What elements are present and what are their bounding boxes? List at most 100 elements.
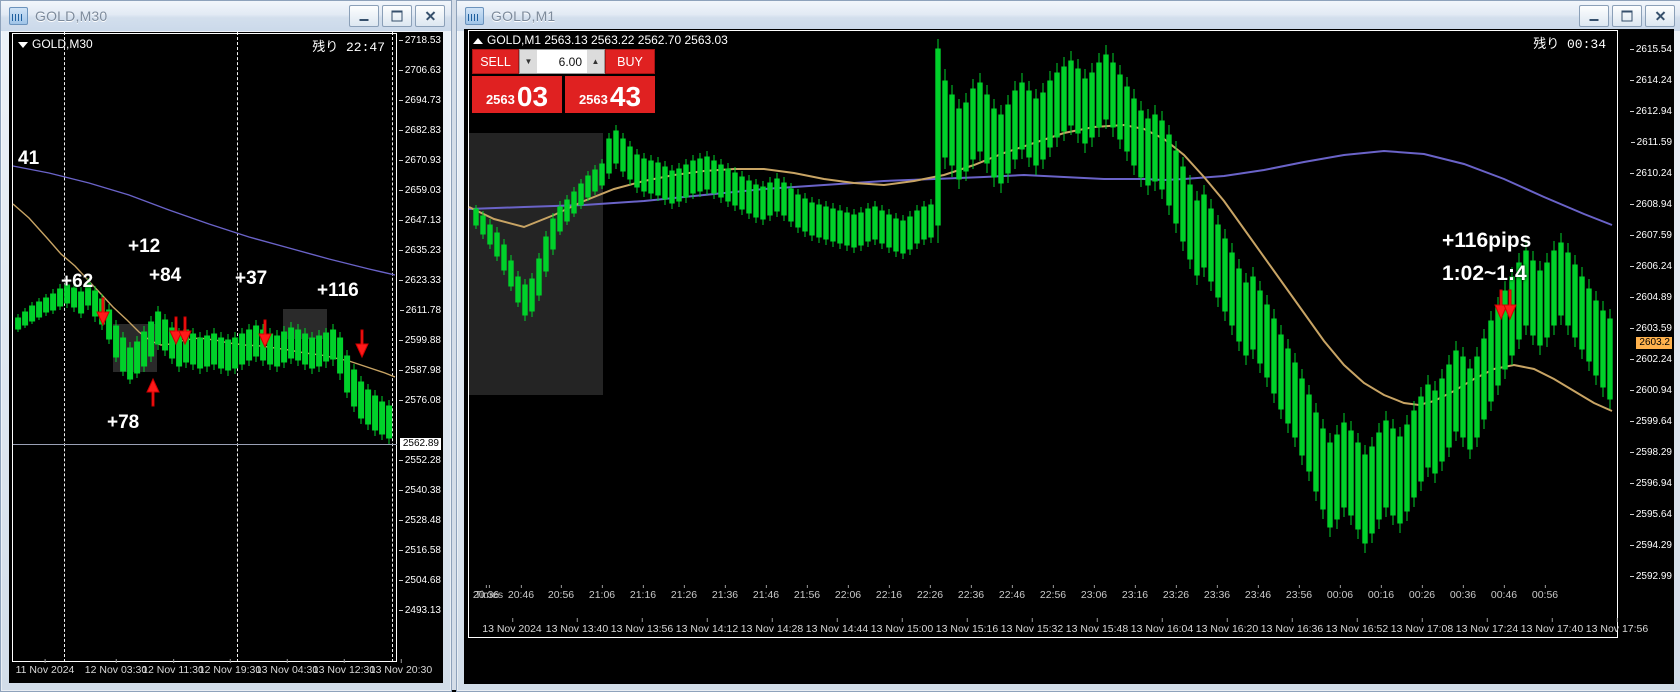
volume-field[interactable]: ▼ 6.00 ▲ <box>519 49 605 74</box>
date-label: 13 Nov 14:28 <box>740 618 804 635</box>
date-label: 13 Nov 14:44 <box>805 618 869 635</box>
price-tick: 2682.83 <box>398 125 441 136</box>
time-label: 22:06 <box>834 585 862 601</box>
sell-price-prefix: 2563 <box>485 92 515 107</box>
minimize-button[interactable] <box>1579 5 1609 27</box>
time-axis-m1[interactable]: Times 20:36 20:46 20:56 21:06 21:16 21:2… <box>464 585 1674 603</box>
trade-arrow-sell <box>258 319 272 349</box>
time-label: 23:46 <box>1244 585 1272 601</box>
date-label: 13 Nov 13:56 <box>610 618 674 635</box>
time-axis-m30[interactable]: 11 Nov 2024 12 Nov 03:30 12 Nov 11:30 12… <box>9 659 443 680</box>
date-label: 13 Nov 14:12 <box>675 618 739 635</box>
chart-series-m1 <box>468 39 1613 553</box>
price-tick: 2603.59 <box>1629 323 1672 334</box>
bar-countdown: 残り 00:34 <box>1533 37 1606 52</box>
price-tick: 2596.94 <box>1629 478 1672 489</box>
close-button[interactable] <box>1645 5 1675 27</box>
sell-button[interactable]: SELL <box>472 49 519 74</box>
price-tick: 2595.64 <box>1629 509 1672 520</box>
trade-panel-controls[interactable]: SELL ▼ 6.00 ▲ BUY <box>472 49 655 74</box>
time-label: 00:06 <box>1326 585 1354 601</box>
maximize-button[interactable] <box>1612 5 1642 27</box>
price-tick: 2608.94 <box>1629 199 1672 210</box>
price-tick: 2576.08 <box>398 395 441 406</box>
time-label: 22:36 <box>957 585 985 601</box>
chart-window-icon <box>465 7 484 25</box>
chart-window-icon <box>9 7 28 25</box>
chevron-down-icon <box>18 41 28 48</box>
price-tick: 2592.99 <box>1629 571 1672 582</box>
date-label: 13 Nov 16:04 <box>1130 618 1194 635</box>
price-tick: 2612.94 <box>1629 106 1672 117</box>
time-label: 21:56 <box>793 585 821 601</box>
price-scale-m30[interactable]: 2718.53 2706.63 2694.73 2682.83 2670.93 … <box>397 32 441 683</box>
maximize-icon <box>1621 10 1633 22</box>
time-label: 00:56 <box>1531 585 1559 601</box>
annotation-plus116pips: +116pips <box>1442 229 1532 252</box>
chart-canvas-m1[interactable]: GOLD,M1 2563.13 2563.22 2562.70 2563.03 … <box>464 29 1674 684</box>
price-tick: 2607.59 <box>1629 230 1672 241</box>
chart-series-m30 <box>12 165 396 444</box>
date-label: 13 Nov 17:56 <box>1585 618 1649 635</box>
price-tick: 2706.63 <box>398 65 441 76</box>
price-tick: 2493.13 <box>398 605 441 616</box>
time-label: 23:06 <box>1080 585 1108 601</box>
titlebar-gold-m1[interactable]: GOLD,M1 <box>457 1 1680 31</box>
chart-plot-border <box>12 33 397 662</box>
price-tick: 2504.68 <box>398 575 441 586</box>
price-scale-m1[interactable]: 2615.54 2614.24 2612.94 2611.59 2610.24 … <box>1618 29 1672 684</box>
trade-arrow-sell <box>96 297 110 327</box>
price-tick: 2528.48 <box>398 515 441 526</box>
volume-decrease-button[interactable]: ▼ <box>520 50 537 73</box>
chart-area-m1[interactable]: GOLD,M1 2563.13 2563.22 2562.70 2563.03 … <box>464 29 1674 684</box>
titlebar-gold-m30[interactable]: GOLD,M30 <box>1 1 451 31</box>
time-label: 23:36 <box>1203 585 1231 601</box>
annotation-41: 41 <box>18 148 40 169</box>
time-label: 13 Nov 12:30 <box>312 659 376 676</box>
price-tick: 2694.73 <box>398 95 441 106</box>
buy-price-big: 43 <box>609 81 642 113</box>
time-label: 12 Nov 19:30 <box>198 659 262 676</box>
price-tick: 2598.29 <box>1629 447 1672 458</box>
trade-arrow-sell <box>169 316 192 346</box>
annotation-plus84: +84 <box>149 265 182 286</box>
ma-slow-line <box>468 149 1613 226</box>
annotation-plus116: +116 <box>317 280 359 301</box>
price-tick: 2540.38 <box>398 485 441 496</box>
minimize-button[interactable] <box>349 5 379 27</box>
buy-price-button[interactable]: 2563 43 <box>565 76 655 113</box>
sell-price-button[interactable]: 2563 03 <box>472 76 562 113</box>
time-label: 12 Nov 11:30 <box>142 659 204 676</box>
date-axis-m1[interactable]: 13 Nov 2024 13 Nov 13:40 13 Nov 13:56 13… <box>464 618 1674 637</box>
candlestick-series <box>15 278 393 444</box>
period-separator <box>392 32 393 662</box>
trade-panel-prices[interactable]: 2563 03 2563 43 <box>472 76 655 113</box>
time-label: 20:46 <box>507 585 535 601</box>
maximize-button[interactable] <box>382 5 412 27</box>
times-axis-caption: Times <box>474 585 504 601</box>
close-button[interactable] <box>415 5 445 27</box>
volume-value[interactable]: 6.00 <box>537 50 587 73</box>
current-price-tick: 2562.89 <box>399 438 441 450</box>
chart-area-m30[interactable]: GOLD,M30 残り 22:47 <box>9 32 443 683</box>
volume-increase-button[interactable]: ▲ <box>587 50 604 73</box>
close-icon <box>1655 11 1665 21</box>
chart-canvas-m30[interactable]: GOLD,M30 残り 22:47 <box>9 32 443 683</box>
date-label: 13 Nov 17:24 <box>1455 618 1519 635</box>
time-label: 23:56 <box>1285 585 1313 601</box>
time-label: 21:46 <box>752 585 780 601</box>
price-tick: 2670.93 <box>398 155 441 166</box>
one-click-trading-panel[interactable]: SELL ▼ 6.00 ▲ BUY 2563 03 2563 43 <box>472 49 655 113</box>
date-label: 13 Nov 16:36 <box>1260 618 1324 635</box>
annotation-plus62: +62 <box>61 271 94 292</box>
annotation-plus12: +12 <box>128 236 161 257</box>
price-tick: 2594.29 <box>1629 540 1672 551</box>
chart-shade-box <box>469 133 603 395</box>
price-tick: 2623.33 <box>398 275 441 286</box>
buy-price-prefix: 2563 <box>578 92 608 107</box>
date-label: 13 Nov 16:20 <box>1195 618 1259 635</box>
price-tick: 2599.64 <box>1629 416 1672 427</box>
sell-price-big: 03 <box>516 81 549 113</box>
date-label: 13 Nov 15:00 <box>870 618 934 635</box>
buy-button[interactable]: BUY <box>605 49 655 74</box>
